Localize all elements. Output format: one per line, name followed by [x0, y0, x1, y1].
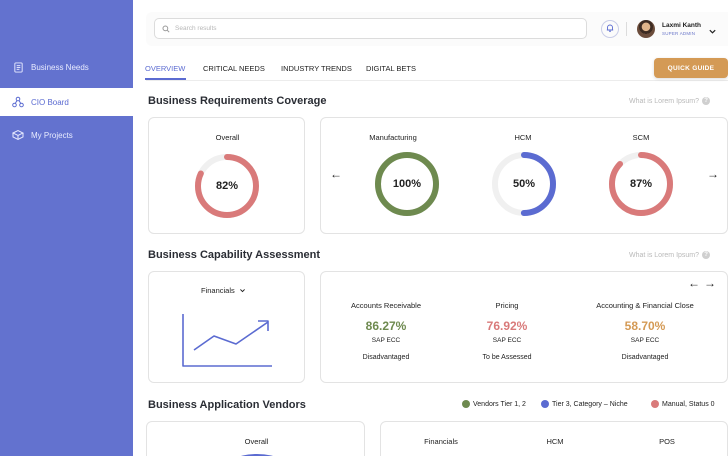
sidebar-item-my-projects[interactable]: My Projects — [0, 121, 133, 149]
donut-arc — [375, 152, 439, 216]
sidebar: Business Needs CIO Board My Projects — [0, 0, 133, 456]
financials-dropdown[interactable]: Financials — [201, 286, 246, 295]
tabs-divider — [146, 80, 728, 81]
overall-label: Overall — [244, 437, 269, 446]
arrow-right-icon[interactable]: → — [707, 167, 719, 181]
arrow-left-icon[interactable]: ← — [688, 276, 700, 290]
vendor-column-label: POS — [659, 437, 675, 446]
metric-system: SAP ECC — [492, 337, 522, 344]
metric-title: Accounts Receivable — [350, 301, 422, 310]
sidebar-item-label: CIO Board — [31, 97, 69, 107]
help-text: What is Lorem Ipsum? — [629, 251, 700, 259]
trend-chart-icon — [182, 314, 272, 367]
hierarchy-icon — [12, 96, 24, 108]
user-name: Laxmi Kanth — [662, 22, 702, 29]
arrow-right-icon[interactable]: → — [704, 276, 716, 290]
overall-donut: 82% — [192, 151, 262, 221]
donut-chart — [492, 152, 556, 216]
vendors-categories-card: Financials HCM POS — [380, 421, 728, 456]
donut-value: 50% — [512, 178, 536, 190]
donut-chart — [609, 152, 673, 216]
sidebar-item-business-needs[interactable]: Business Needs — [0, 53, 133, 81]
legend-dot — [651, 400, 659, 408]
metric-value: 58.70% — [624, 319, 666, 333]
category-label: Manufacturing — [369, 133, 417, 142]
legend-item: Tier 3, Category – Niche — [541, 400, 628, 408]
dropdown-label: Financials — [201, 286, 235, 295]
manufacturing-donut: 100% — [372, 149, 442, 219]
scm-donut: 87% — [606, 149, 676, 219]
metric-status: Disadvantaged — [362, 354, 410, 361]
category-label: SCM — [632, 133, 650, 142]
tab-industry-trends[interactable]: INDUSTRY TRENDS — [281, 64, 352, 73]
donut-value: 87% — [629, 178, 653, 190]
capability-filter-card — [148, 271, 305, 383]
active-tab-indicator — [145, 78, 186, 80]
sidebar-item-cio-board[interactable]: CIO Board — [0, 88, 133, 116]
vendors-overall-card: Overall — [146, 421, 365, 456]
sidebar-item-label: Business Needs — [31, 62, 89, 72]
metric-system: SAP ECC — [371, 337, 401, 344]
sidebar-item-label: My Projects — [31, 130, 73, 140]
donut-value: 82% — [215, 180, 239, 192]
category-label: HCM — [514, 133, 532, 142]
notification-button[interactable] — [601, 20, 619, 38]
metric-status: Disadvantaged — [621, 354, 669, 361]
metric-value: 86.27% — [365, 319, 407, 333]
vendors-title: Business Application Vendors — [148, 399, 306, 411]
capability-metrics-card: ← → Accounts Receivable 86.27% SAP ECC D… — [320, 271, 728, 383]
vendor-column-label: HCM — [546, 437, 564, 446]
metric-value: 76.92% — [486, 319, 528, 333]
metric-system: SAP ECC — [630, 337, 660, 344]
help-text: What is Lorem Ipsum? — [629, 97, 700, 105]
vendor-column-label: Financials — [424, 437, 458, 446]
donut-chart — [375, 152, 439, 216]
legend-item: Vendors Tier 1, 2 — [462, 400, 526, 408]
search-input[interactable] — [175, 25, 555, 32]
avatar[interactable] — [637, 20, 655, 38]
metric-title: Pricing — [495, 301, 519, 310]
legend-label: Tier 3, Category – Niche — [552, 400, 628, 408]
quick-guide-button[interactable]: QUICK GUIDE — [654, 58, 728, 78]
user-role: SUPER ADMIN — [662, 31, 696, 36]
capability-help-link[interactable]: What is Lorem Ipsum?? — [629, 251, 711, 259]
chevron-down-icon[interactable] — [708, 23, 717, 41]
legend-item: Manual, Status 0 — [651, 400, 715, 408]
bell-icon — [605, 20, 615, 38]
donut-value: 100% — [392, 178, 422, 190]
tab-critical-needs[interactable]: CRITICAL NEEDS — [203, 64, 265, 73]
capability-title: Business Capability Assessment — [148, 249, 320, 261]
help-icon: ? — [702, 251, 711, 259]
search-box[interactable] — [154, 18, 587, 39]
topbar-divider — [626, 22, 627, 36]
metric-title: Accounting & Financial Close — [596, 301, 694, 310]
tab-digital-bets[interactable]: DIGITAL BETS — [366, 64, 417, 73]
help-icon: ? — [702, 97, 711, 105]
overall-coverage-card: Overall 82% — [148, 117, 305, 234]
tab-overview[interactable]: OVERVIEW — [145, 64, 186, 73]
hcm-donut: 50% — [489, 149, 559, 219]
box-icon — [12, 129, 24, 141]
donut-arc — [492, 152, 556, 216]
metric-status: To be Assessed — [482, 354, 532, 361]
arrow-left-icon[interactable]: ← — [330, 167, 342, 181]
legend-dot — [462, 400, 470, 408]
coverage-title: Business Requirements Coverage — [148, 95, 327, 107]
legend-dot — [541, 400, 549, 408]
document-list-icon — [12, 61, 24, 73]
top-bar: Laxmi Kanth SUPER ADMIN — [146, 12, 728, 46]
search-icon — [162, 20, 170, 38]
legend-label: Manual, Status 0 — [662, 400, 715, 408]
category-coverage-card: ← → Manufacturing 100% HCM 50% SCM 87% — [320, 117, 728, 234]
chevron-down-icon — [239, 287, 246, 294]
donut-chart — [195, 154, 259, 218]
overall-label: Overall — [215, 133, 240, 142]
donut-arc — [195, 154, 259, 218]
coverage-help-link[interactable]: What is Lorem Ipsum?? — [629, 97, 711, 105]
donut-top-arc — [240, 454, 274, 456]
legend-label: Vendors Tier 1, 2 — [473, 400, 526, 408]
donut-arc — [609, 152, 673, 216]
